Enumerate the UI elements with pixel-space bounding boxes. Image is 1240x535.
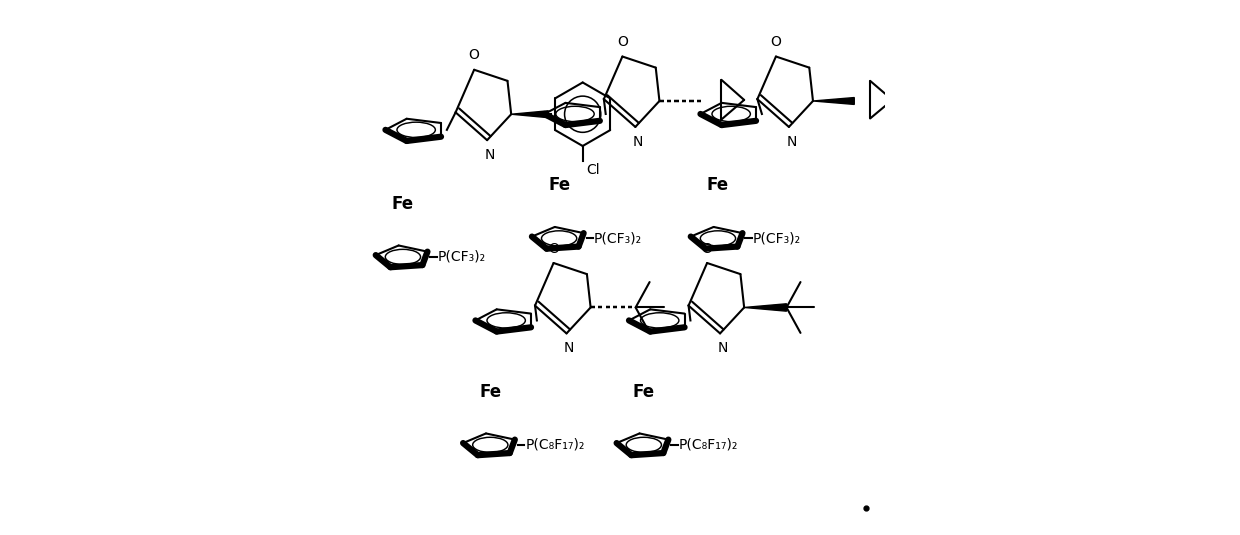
Text: O: O [548, 242, 559, 256]
Text: P(CF₃)₂: P(CF₃)₂ [438, 250, 486, 264]
Text: Fe: Fe [392, 195, 414, 213]
Polygon shape [744, 304, 786, 311]
Text: P(C₈F₁₇)₂: P(C₈F₁₇)₂ [678, 438, 738, 452]
Polygon shape [511, 111, 548, 118]
Text: P(CF₃)₂: P(CF₃)₂ [594, 231, 642, 246]
Text: O: O [618, 35, 627, 49]
Text: O: O [469, 48, 480, 63]
Text: P(CF₃)₂: P(CF₃)₂ [753, 231, 801, 246]
Text: P(C₈F₁₇)₂: P(C₈F₁₇)₂ [526, 438, 584, 452]
Text: N: N [786, 135, 797, 149]
Text: O: O [702, 242, 713, 256]
Text: N: N [718, 341, 728, 355]
Text: O: O [770, 35, 781, 49]
Text: Cl: Cl [585, 164, 599, 178]
Text: N: N [485, 148, 495, 162]
Text: Fe: Fe [548, 177, 570, 194]
Text: Fe: Fe [479, 383, 501, 401]
Polygon shape [813, 97, 854, 104]
Text: Fe: Fe [632, 383, 655, 401]
Text: N: N [564, 341, 574, 355]
Text: Fe: Fe [707, 177, 729, 194]
Text: N: N [632, 135, 644, 149]
